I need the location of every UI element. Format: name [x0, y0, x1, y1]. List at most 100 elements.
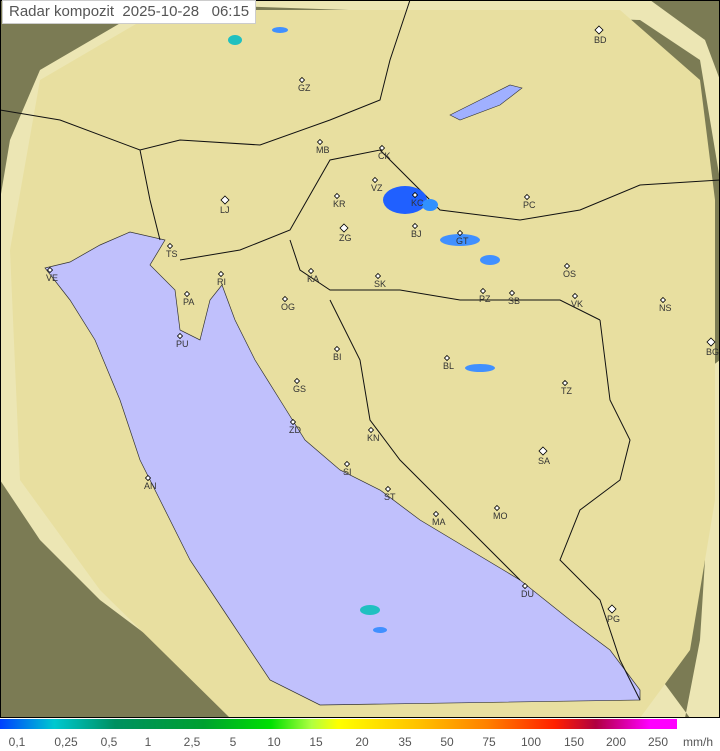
legend-value: 20 — [355, 735, 369, 749]
city-label: VE — [46, 273, 58, 283]
city-zg: ZG — [339, 223, 352, 243]
city-label: OG — [281, 302, 295, 312]
city-vk: VK — [571, 292, 583, 309]
city-label: BL — [443, 361, 454, 371]
legend-value: 0,5 — [100, 735, 118, 749]
city-gs: GS — [293, 377, 306, 394]
city-os: OS — [563, 262, 576, 279]
city-bl: BL — [443, 354, 454, 371]
legend-value: 200 — [605, 735, 627, 749]
legend-value: 100 — [520, 735, 542, 749]
city-kc: KC — [411, 191, 424, 208]
city-marker-icon — [538, 446, 548, 456]
city-label: OS — [563, 269, 576, 279]
city-label: KN — [367, 433, 380, 443]
city-marker-icon — [563, 262, 571, 270]
city-label: PZ — [479, 294, 491, 304]
city-label: ST — [384, 492, 396, 502]
city-marker-icon — [479, 287, 487, 295]
city-marker-icon — [493, 504, 501, 512]
city-marker-icon — [339, 223, 349, 233]
city-label: VZ — [371, 183, 383, 193]
city-marker-icon — [378, 144, 386, 152]
city-pu: PU — [176, 332, 189, 349]
city-marker-icon — [293, 377, 301, 385]
city-label: NS — [659, 303, 672, 313]
city-marker-icon — [166, 242, 174, 250]
legend-value: 250 — [647, 735, 669, 749]
city-label: BI — [333, 352, 342, 362]
city-marker-icon — [607, 604, 617, 614]
city-label: VK — [571, 299, 583, 309]
city-label: PU — [176, 339, 189, 349]
city-pa: PA — [183, 290, 194, 307]
legend-value: 75 — [482, 735, 496, 749]
city-label: SB — [508, 296, 520, 306]
city-marker-icon — [443, 354, 451, 362]
city-vz: VZ — [371, 176, 383, 193]
city-label: GZ — [298, 83, 311, 93]
city-bi: BI — [333, 345, 342, 362]
city-label: KA — [307, 274, 319, 284]
city-kn: KN — [367, 426, 380, 443]
city-marker-icon — [659, 296, 667, 304]
city-ka: KA — [307, 267, 319, 284]
city-ma: MA — [432, 510, 446, 527]
country-borders — [0, 0, 720, 701]
city-label: AN — [144, 481, 157, 491]
adriatic-sea — [44, 231, 641, 706]
city-marker-icon — [561, 379, 569, 387]
city-label: BD — [594, 35, 607, 45]
legend-value: 5 — [229, 735, 237, 749]
city-bg: BG — [706, 337, 719, 357]
city-label: GT — [456, 236, 469, 246]
city-marker-icon — [371, 176, 379, 184]
city-bd: BD — [594, 25, 607, 45]
legend-value: 150 — [563, 735, 585, 749]
legend-value: 15 — [309, 735, 323, 749]
city-ve: VE — [46, 266, 58, 283]
city-marker-icon — [432, 510, 440, 518]
city-marker-icon — [220, 195, 230, 205]
city-marker-icon — [367, 426, 375, 434]
city-label: ZG — [339, 233, 352, 243]
city-ri: RI — [217, 270, 226, 287]
city-label: CK — [378, 151, 391, 161]
city-pz: PZ — [479, 287, 491, 304]
city-marker-icon — [521, 582, 529, 590]
legend-value: 10 — [267, 735, 281, 749]
legend-value: 0,25 — [54, 735, 78, 749]
city-marker-icon — [508, 289, 516, 297]
city-marker-icon — [571, 292, 579, 300]
city-marker-icon — [316, 138, 324, 146]
city-marker-icon — [281, 295, 289, 303]
city-marker-icon — [144, 474, 152, 482]
city-label: BJ — [411, 229, 422, 239]
city-og: OG — [281, 295, 295, 312]
legend-value: 50 — [440, 735, 454, 749]
city-marker-icon — [411, 222, 419, 230]
city-label: LJ — [220, 205, 230, 215]
city-label: MB — [316, 145, 330, 155]
city-marker-icon — [289, 418, 297, 426]
city-label: PG — [607, 614, 620, 624]
city-marker-icon — [411, 191, 419, 199]
city-marker-icon — [456, 229, 464, 237]
city-marker-icon — [298, 76, 306, 84]
legend-value: 2,5 — [183, 735, 201, 749]
city-marker-icon — [46, 266, 54, 274]
city-label: PA — [183, 297, 194, 307]
city-sb: SB — [508, 289, 520, 306]
city-mb: MB — [316, 138, 330, 155]
city-marker-icon — [523, 193, 531, 201]
city-ck: CK — [378, 144, 391, 161]
city-label: TS — [166, 249, 178, 259]
legend-unit: mm/h — [683, 735, 713, 749]
city-marker-icon — [176, 332, 184, 340]
legend-labels: 0,1 0,25 0,5 1 2,5 5 10 15 20 35 50 75 100 150 200 250 m… — [0, 735, 720, 751]
city-label: ZD — [289, 425, 301, 435]
city-label: PC — [523, 200, 536, 210]
precipitation-color-scale — [0, 719, 677, 729]
radar-map[interactable]: GZ BD MB CK VZ KC KR LJ PC ZG BJ GT TS VE RI KA SK OS PZ SB… — [0, 0, 720, 718]
city-label: MA — [432, 517, 446, 527]
